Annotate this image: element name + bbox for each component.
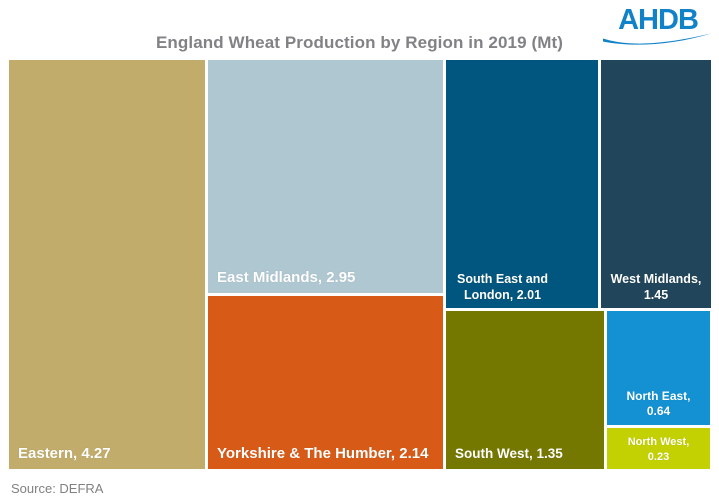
treemap-cell-label-west-midlands: West Midlands, 1.45 (610, 271, 702, 302)
treemap-cell-label-north-west: North West, 0.23 (627, 436, 690, 463)
treemap-cell-label-eastern: Eastern, 4.27 (18, 444, 111, 462)
ahdb-logo: AHDB (603, 5, 713, 46)
treemap-cell-eastern: Eastern, 4.27 (9, 60, 205, 469)
chart-title: England Wheat Production by Region in 20… (155, 33, 564, 52)
treemap-cell-west-midlands: West Midlands, 1.45 (601, 60, 711, 308)
ahdb-logo-text: AHDB (618, 4, 699, 36)
treemap-cell-south-west: South West, 1.35 (446, 311, 604, 469)
treemap-cell-north-west: North West, 0.23 (607, 428, 710, 469)
treemap-cell-label-yorkshire-the-humber: Yorkshire & The Humber, 2.14 (217, 444, 429, 462)
treemap-cell-yorkshire-the-humber: Yorkshire & The Humber, 2.14 (208, 296, 443, 469)
treemap-cell-south-east-and-london: South East and London, 2.01 (446, 60, 598, 308)
treemap-cell-north-east: North East, 0.64 (607, 311, 710, 425)
source-note: Source: DEFRA (11, 481, 104, 496)
treemap-cell-label-south-west: South West, 1.35 (455, 446, 563, 462)
treemap-cell-label-north-east: North East, 0.64 (626, 388, 691, 419)
treemap-cell-label-south-east-and-london: South East and London, 2.01 (457, 271, 548, 302)
treemap-cell-label-east-midlands: East Midlands, 2.95 (217, 268, 356, 286)
treemap-chart: Eastern, 4.27 East Midlands, 2.95 Yorkshir… (9, 60, 711, 469)
treemap-cell-east-midlands: East Midlands, 2.95 (208, 60, 443, 293)
